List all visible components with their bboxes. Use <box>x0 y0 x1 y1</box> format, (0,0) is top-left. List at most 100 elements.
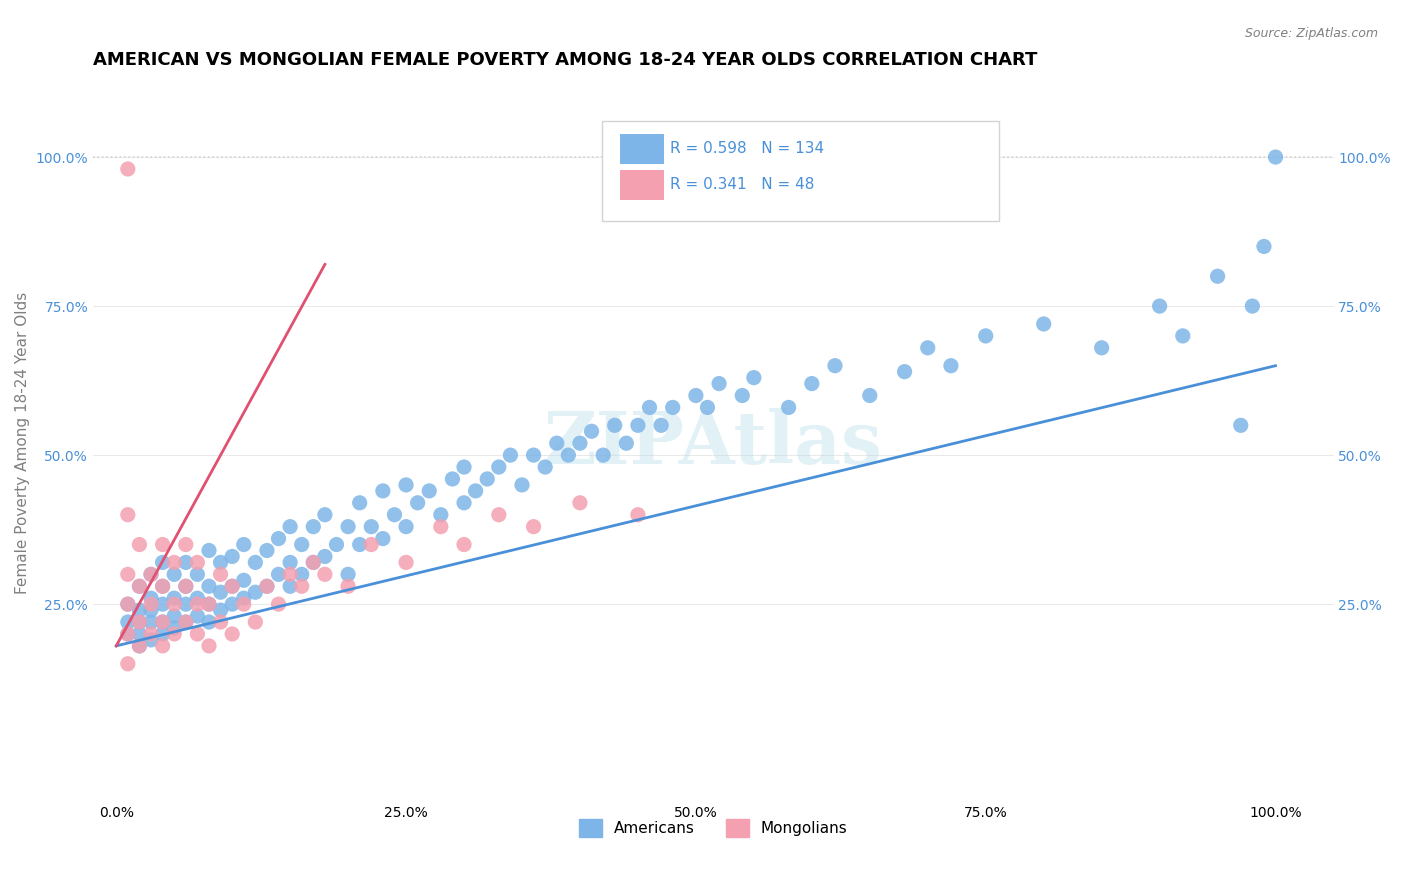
Point <box>232 537 254 551</box>
Point <box>314 549 336 564</box>
Point <box>638 401 661 415</box>
Point <box>186 556 208 570</box>
Point <box>221 627 243 641</box>
Point <box>395 556 418 570</box>
Point <box>139 567 162 582</box>
Point <box>128 615 150 629</box>
Point <box>152 597 174 611</box>
Point <box>510 478 533 492</box>
Point <box>209 615 232 629</box>
FancyBboxPatch shape <box>602 121 998 221</box>
Point <box>859 388 882 402</box>
Point <box>209 585 232 599</box>
Point <box>267 532 290 546</box>
Point <box>139 603 162 617</box>
Point <box>174 579 197 593</box>
Point <box>1206 269 1229 284</box>
Point <box>441 472 464 486</box>
Point <box>186 567 208 582</box>
Point <box>337 519 360 533</box>
Point <box>198 597 221 611</box>
Point <box>209 556 232 570</box>
Point <box>627 508 650 522</box>
Point <box>117 567 139 582</box>
Point <box>232 591 254 606</box>
Point <box>232 574 254 588</box>
Point <box>152 579 174 593</box>
Point <box>325 537 347 551</box>
Point <box>546 436 568 450</box>
Point <box>371 532 394 546</box>
Point <box>974 329 997 343</box>
Point <box>245 585 267 599</box>
Point <box>163 591 186 606</box>
Point <box>245 615 267 629</box>
Point <box>650 418 672 433</box>
Point <box>198 639 221 653</box>
Point <box>488 460 510 475</box>
Point <box>696 401 718 415</box>
Point <box>267 567 290 582</box>
Point <box>557 448 579 462</box>
Point <box>534 460 557 475</box>
Point <box>430 519 453 533</box>
Text: R = 0.598   N = 134: R = 0.598 N = 134 <box>669 141 824 156</box>
Point <box>117 615 139 629</box>
Point <box>117 597 139 611</box>
Point <box>395 519 418 533</box>
Point <box>198 597 221 611</box>
Point <box>221 597 243 611</box>
Point <box>453 496 475 510</box>
Point <box>477 472 499 486</box>
Point <box>256 579 278 593</box>
Point <box>128 603 150 617</box>
Point <box>186 597 208 611</box>
Point <box>1241 299 1264 313</box>
Point <box>221 549 243 564</box>
Point <box>893 365 915 379</box>
Point <box>152 615 174 629</box>
Point <box>337 579 360 593</box>
Text: AMERICAN VS MONGOLIAN FEMALE POVERTY AMONG 18-24 YEAR OLDS CORRELATION CHART: AMERICAN VS MONGOLIAN FEMALE POVERTY AMO… <box>93 51 1038 69</box>
Point <box>221 579 243 593</box>
Point <box>163 556 186 570</box>
Point <box>430 508 453 522</box>
Point <box>349 537 371 551</box>
Point <box>232 597 254 611</box>
Point <box>117 161 139 176</box>
Point <box>291 579 314 593</box>
Point <box>592 448 614 462</box>
Point <box>278 519 301 533</box>
Point <box>174 597 197 611</box>
Point <box>384 508 406 522</box>
Point <box>453 537 475 551</box>
Point <box>360 537 382 551</box>
Text: R = 0.341   N = 48: R = 0.341 N = 48 <box>669 177 814 192</box>
Text: ZIPAtlas: ZIPAtlas <box>544 408 883 479</box>
Point <box>174 615 197 629</box>
Point <box>139 627 162 641</box>
Point <box>198 543 221 558</box>
Point <box>464 483 486 498</box>
Point <box>163 597 186 611</box>
Point <box>568 436 591 450</box>
Point <box>139 615 162 629</box>
Point <box>1149 299 1171 313</box>
Point <box>314 508 336 522</box>
Point <box>152 537 174 551</box>
Point <box>371 483 394 498</box>
Y-axis label: Female Poverty Among 18-24 Year Olds: Female Poverty Among 18-24 Year Olds <box>15 292 30 594</box>
Point <box>139 597 162 611</box>
Point <box>163 621 186 635</box>
Point <box>152 639 174 653</box>
Point <box>221 579 243 593</box>
Point <box>139 632 162 647</box>
Point <box>1171 329 1194 343</box>
Point <box>174 537 197 551</box>
Point <box>499 448 522 462</box>
Point <box>117 597 139 611</box>
FancyBboxPatch shape <box>620 134 664 164</box>
Point <box>278 556 301 570</box>
Point <box>152 556 174 570</box>
Point <box>163 609 186 624</box>
